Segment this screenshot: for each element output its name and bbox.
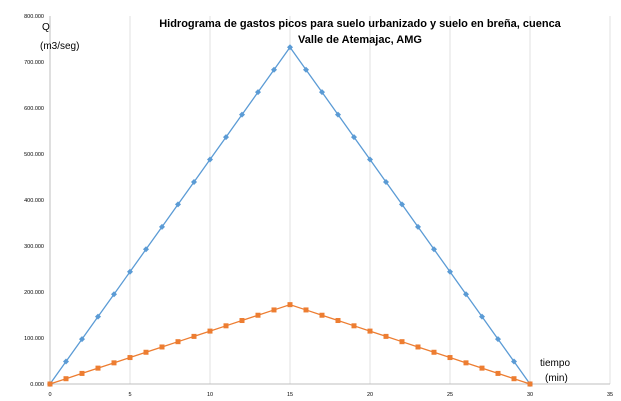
- x-tick-label: 35: [607, 392, 613, 398]
- data-point: [495, 370, 501, 376]
- data-point: [367, 328, 373, 334]
- data-point: [415, 223, 421, 230]
- data-point: [431, 246, 437, 253]
- chart-title-line-1: Hidrograma de gastos picos para suelo ur…: [159, 18, 561, 30]
- data-point: [383, 333, 389, 339]
- data-point: [111, 360, 117, 366]
- data-point: [319, 89, 325, 96]
- data-point: [47, 381, 53, 387]
- data-point: [255, 312, 261, 318]
- chart-title-line-2: Valle de Atemajac, AMG: [298, 34, 422, 46]
- x-tick-label: 5: [128, 392, 131, 398]
- data-point: [415, 344, 421, 350]
- y-tick-label: 500.000: [24, 152, 44, 158]
- data-point: [223, 323, 229, 329]
- data-point: [511, 376, 517, 382]
- data-point: [127, 355, 133, 361]
- data-point: [335, 111, 341, 118]
- data-point: [223, 134, 229, 141]
- data-point: [175, 339, 181, 345]
- data-point: [479, 313, 485, 320]
- data-point: [495, 336, 501, 343]
- data-point: [303, 66, 309, 73]
- y-tick-label: 200.000: [24, 290, 44, 296]
- data-point: [239, 318, 245, 324]
- data-point: [127, 268, 133, 275]
- data-point: [447, 268, 453, 275]
- data-point: [463, 360, 469, 366]
- series-group: [47, 44, 533, 387]
- data-point: [351, 134, 357, 141]
- data-point: [399, 339, 405, 345]
- data-point: [95, 313, 101, 320]
- y-tick-label: 600.000: [24, 106, 44, 112]
- data-point: [143, 349, 149, 355]
- data-point: [255, 89, 261, 96]
- data-point: [191, 333, 197, 339]
- data-point: [271, 307, 277, 313]
- y-tick-label: 0.000: [30, 382, 44, 388]
- y-tick-label: 700.000: [24, 60, 44, 66]
- y-tick-label: 800.000: [24, 14, 44, 20]
- data-point: [207, 156, 213, 163]
- data-point: [95, 365, 101, 371]
- data-point: [479, 365, 485, 371]
- data-point: [319, 312, 325, 318]
- data-point: [511, 358, 517, 365]
- data-point: [527, 381, 533, 387]
- y-tick-label: 100.000: [24, 336, 44, 342]
- axes: [49, 16, 610, 385]
- x-tick-label: 25: [447, 392, 453, 398]
- data-point: [367, 156, 373, 163]
- data-point: [303, 307, 309, 313]
- x-tick-label: 10: [207, 392, 213, 398]
- data-point: [447, 355, 453, 361]
- y-tick-labels: 0.000 100.000 200.000 300.000 400.000 500.000…: [24, 14, 44, 388]
- y-tick-label: 300.000: [24, 244, 44, 250]
- gridlines: [129, 16, 611, 384]
- data-point: [431, 349, 437, 355]
- data-point: [463, 291, 469, 298]
- y-axis-label-line-2: (m3/seg): [40, 41, 79, 52]
- data-point: [111, 291, 117, 298]
- x-axis-label-line-2: (min): [545, 373, 568, 384]
- data-point: [399, 201, 405, 208]
- y-axis-label-line-1: Q: [42, 22, 50, 33]
- x-tick-labels: 0 5 10 15 20 25 30 35: [48, 392, 613, 398]
- x-tick-label: 15: [287, 392, 293, 398]
- x-tick-label: 30: [527, 392, 533, 398]
- x-axis-label-line-1: tiempo: [540, 358, 570, 369]
- x-tick-label: 20: [367, 392, 373, 398]
- data-point: [287, 44, 293, 51]
- data-point: [287, 302, 293, 308]
- data-point: [383, 178, 389, 185]
- data-point: [159, 223, 165, 230]
- data-point: [63, 376, 69, 382]
- data-point: [351, 323, 357, 329]
- data-point: [207, 328, 213, 334]
- data-point: [175, 201, 181, 208]
- data-point: [335, 318, 341, 324]
- data-point: [239, 111, 245, 118]
- data-point: [63, 358, 69, 365]
- data-point: [143, 246, 149, 253]
- data-point: [271, 66, 277, 73]
- data-point: [191, 178, 197, 185]
- x-tick-label: 0: [48, 392, 51, 398]
- y-tick-label: 400.000: [24, 198, 44, 204]
- data-point: [79, 370, 85, 376]
- data-point: [79, 336, 85, 343]
- data-point: [159, 344, 165, 350]
